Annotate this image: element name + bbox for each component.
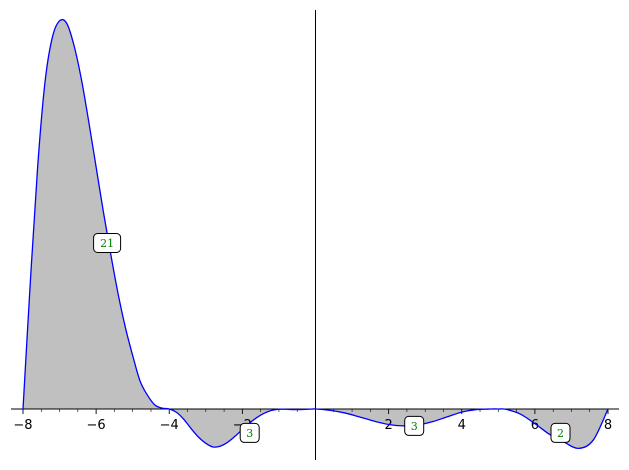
- x-tick-label: 6: [531, 418, 539, 433]
- annotation-label: 2: [557, 427, 564, 440]
- x-tick-label: 4: [458, 418, 466, 433]
- area-annotation: 2: [550, 422, 571, 443]
- annotation-label: 3: [246, 427, 253, 440]
- x-tick-label: −6: [87, 418, 106, 433]
- annotation-label: 21: [100, 237, 114, 250]
- annotation-label: 3: [411, 420, 418, 433]
- annotation-box: [239, 422, 260, 443]
- annotation-box: [93, 233, 122, 253]
- x-tick-label: −8: [13, 418, 32, 433]
- area-annotations: 21 3 3 2: [93, 233, 571, 443]
- area-annotation: 3: [404, 415, 425, 436]
- x-tick-label: −4: [160, 418, 179, 433]
- x-tick-label: 8: [604, 418, 612, 433]
- annotation-box: [404, 415, 425, 436]
- x-tick-label: 2: [384, 418, 392, 433]
- annotation-box: [550, 422, 571, 443]
- area-annotation: 21: [93, 233, 122, 253]
- shaded-area: [23, 19, 608, 449]
- area-annotation: 3: [239, 422, 260, 443]
